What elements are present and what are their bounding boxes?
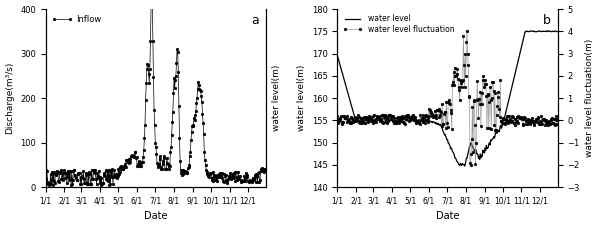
X-axis label: Date: Date (144, 211, 167, 222)
water level fluctuation (467, 163, 474, 166)
water level fluctuation (380, 116, 388, 119)
water level fluctuation (422, 119, 429, 121)
water level (423, 120, 430, 122)
Line: water level fluctuation: water level fluctuation (336, 30, 559, 166)
water level fluctuation (524, 117, 531, 120)
Text: b: b (544, 14, 551, 27)
Y-axis label: Discharge(m³/s): Discharge(m³/s) (5, 62, 14, 134)
Y-axis label: water level(m): water level(m) (272, 65, 281, 131)
water level (380, 118, 388, 121)
water level fluctuation (394, 116, 401, 119)
Legend: Inflow: Inflow (50, 13, 103, 26)
Text: a: a (252, 14, 259, 27)
Y-axis label: water level fluctuation(m): water level fluctuation(m) (586, 39, 595, 157)
water level (394, 118, 401, 121)
water level fluctuation (554, 117, 562, 120)
water level fluctuation (423, 114, 430, 117)
water level (554, 30, 562, 33)
water level (545, 30, 552, 32)
water level (422, 118, 429, 121)
water level (461, 165, 468, 168)
water level fluctuation (334, 114, 341, 117)
water level (523, 30, 530, 33)
water level fluctuation (545, 123, 553, 126)
Legend: water level, water level fluctuation: water level, water level fluctuation (341, 13, 456, 35)
water level fluctuation (463, 30, 470, 33)
Line: water level: water level (337, 31, 558, 166)
X-axis label: Date: Date (436, 211, 460, 222)
water level (552, 30, 559, 32)
Y-axis label: water level(m): water level(m) (297, 65, 306, 131)
water level (334, 54, 341, 57)
